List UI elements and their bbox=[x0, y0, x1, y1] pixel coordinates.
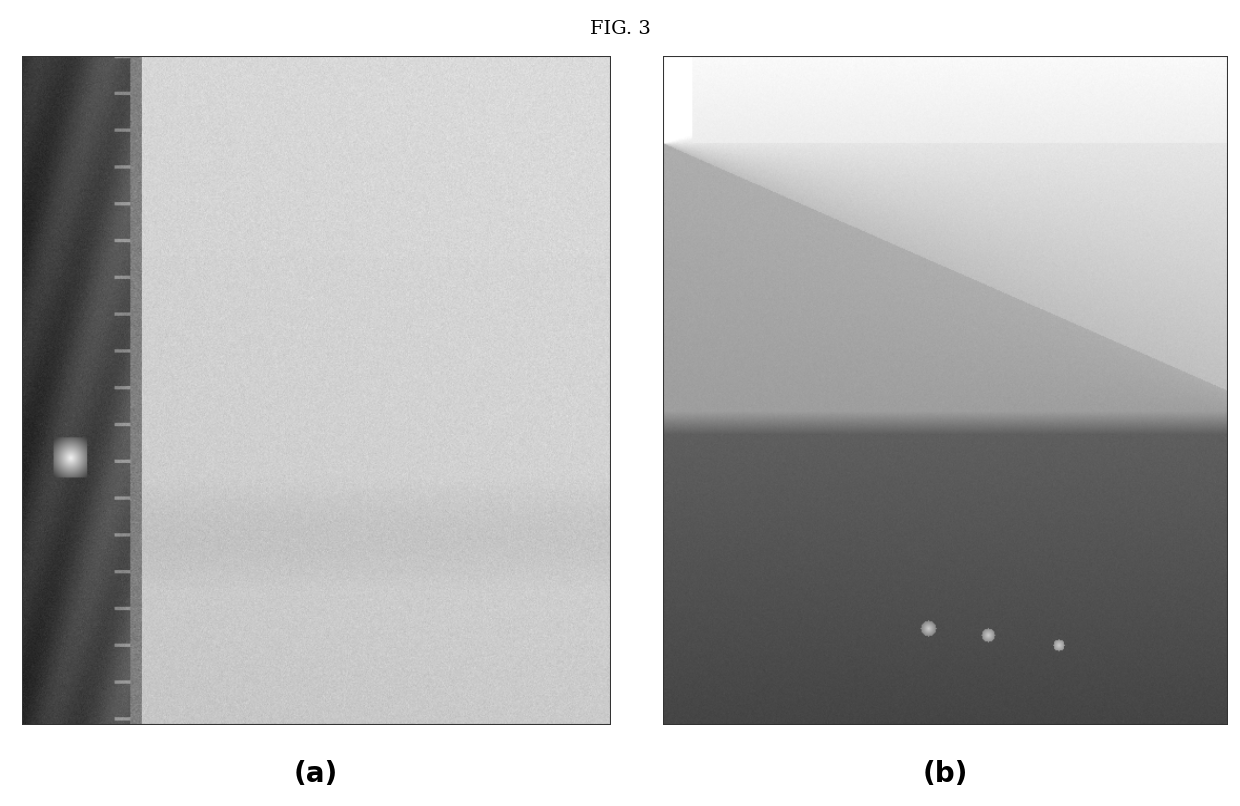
Text: (b): (b) bbox=[923, 760, 967, 787]
Text: FIG. 3: FIG. 3 bbox=[589, 20, 651, 38]
Text: (a): (a) bbox=[294, 760, 339, 787]
